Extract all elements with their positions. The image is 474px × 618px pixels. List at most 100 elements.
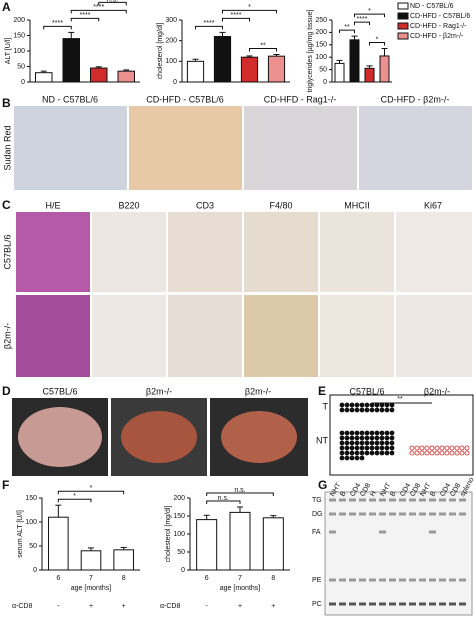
- significance-bracket: [222, 17, 250, 22]
- x-axis-label: age [months]: [220, 585, 261, 592]
- dot: [384, 407, 390, 413]
- tlc-band: [369, 602, 376, 606]
- tlc-band: [379, 602, 386, 606]
- treatment-label: +: [238, 603, 242, 610]
- panel-letter: B: [2, 96, 11, 110]
- tlc-band: [349, 578, 356, 582]
- y-tick-label: 50: [177, 549, 185, 556]
- dot: [359, 435, 365, 441]
- legend-swatch: [397, 22, 409, 30]
- tlc-band: [439, 578, 446, 582]
- dot: [364, 445, 370, 451]
- column-label: MHCII: [344, 200, 370, 210]
- significance-bracket: [206, 492, 274, 496]
- dot: [369, 430, 375, 436]
- x-tick-label: 7: [238, 575, 242, 582]
- dot: [339, 440, 345, 446]
- legend-label: CD-HFD - Rag1-/-: [410, 23, 467, 30]
- lane-label: B: [389, 490, 398, 498]
- bar: [240, 56, 259, 83]
- dot: [379, 450, 385, 456]
- lipid-label: DG: [312, 511, 323, 518]
- y-tick-label: 0: [33, 567, 37, 574]
- bar: [48, 516, 69, 571]
- dot: [344, 407, 350, 413]
- tlc-band: [339, 512, 346, 516]
- bar: [213, 36, 232, 83]
- dot: [449, 450, 455, 456]
- tlc-band: [349, 602, 356, 606]
- ihc-grid: [16, 212, 472, 377]
- dot: [374, 440, 380, 446]
- tlc-band: [329, 498, 336, 502]
- bar: [262, 517, 284, 571]
- dot: [414, 445, 420, 451]
- bar: [334, 62, 345, 83]
- dot: [359, 440, 365, 446]
- y-tick-label: 100: [173, 531, 185, 538]
- bar: [186, 60, 205, 83]
- dot: [389, 435, 395, 441]
- dot: [354, 402, 360, 408]
- tlc-band: [399, 512, 406, 516]
- tlc-band: [429, 498, 436, 502]
- legend-swatch: [397, 12, 409, 20]
- dot: [464, 445, 470, 451]
- dot: [409, 450, 415, 456]
- tlc-band: [409, 498, 416, 502]
- dot: [364, 440, 370, 446]
- photo-label: C57BL/6: [42, 386, 77, 396]
- dot: [344, 440, 350, 446]
- dot: [344, 435, 350, 441]
- tlc-band: [439, 498, 446, 502]
- dot: [369, 402, 375, 408]
- panel-letter: F: [2, 478, 9, 492]
- tlc-band: [349, 498, 356, 502]
- dot: [409, 445, 415, 451]
- significance-label: **: [397, 396, 403, 403]
- significance-bracket: [354, 13, 385, 18]
- panel-letter: G: [318, 478, 327, 492]
- y-axis-label: cholesterol [mg/dl]: [165, 506, 172, 563]
- tlc-band: [459, 602, 466, 606]
- significance-label: ****: [52, 20, 63, 27]
- significance-label: n.s.: [218, 495, 229, 502]
- row-label: C57BL/6: [2, 234, 12, 269]
- x-tick-label: 6: [56, 575, 60, 582]
- dot: [349, 430, 355, 436]
- y-tick-label: 150: [173, 513, 185, 520]
- tlc-band: [359, 602, 366, 606]
- tlc-band: [419, 512, 426, 516]
- treatment-label: -: [205, 603, 208, 610]
- y-tick-label: 100: [13, 48, 25, 55]
- dot: [369, 450, 375, 456]
- dot-group: [409, 445, 470, 456]
- tlc-band: [329, 578, 336, 582]
- lane-label: B: [429, 490, 438, 498]
- panel-letter: D: [2, 384, 11, 398]
- histology-image: [129, 106, 242, 190]
- dot: [354, 407, 360, 413]
- dot: [359, 445, 365, 451]
- tlc-band: [449, 578, 456, 582]
- tlc-band: [329, 530, 336, 534]
- dot: [379, 407, 385, 413]
- bar: [364, 67, 375, 83]
- significance-bracket: [206, 500, 241, 504]
- tlc-band: [419, 578, 426, 582]
- image-label: ND - C57BL/6: [42, 94, 98, 104]
- treatment-label: +: [122, 603, 126, 610]
- dot: [439, 450, 445, 456]
- y-tick-label: 200: [173, 495, 185, 502]
- tlc-band: [439, 602, 446, 606]
- y-tick-label: 100: [25, 519, 37, 526]
- plot-frame: [329, 394, 474, 476]
- image-label: CD-HFD - C57BL/6: [146, 94, 224, 104]
- panel-letter: C: [2, 198, 11, 212]
- y-tick-label: 0: [323, 79, 327, 86]
- tlc-band: [429, 602, 436, 606]
- significance-label: *: [90, 485, 93, 492]
- y-tick-label: 0: [173, 79, 177, 86]
- dot: [369, 445, 375, 451]
